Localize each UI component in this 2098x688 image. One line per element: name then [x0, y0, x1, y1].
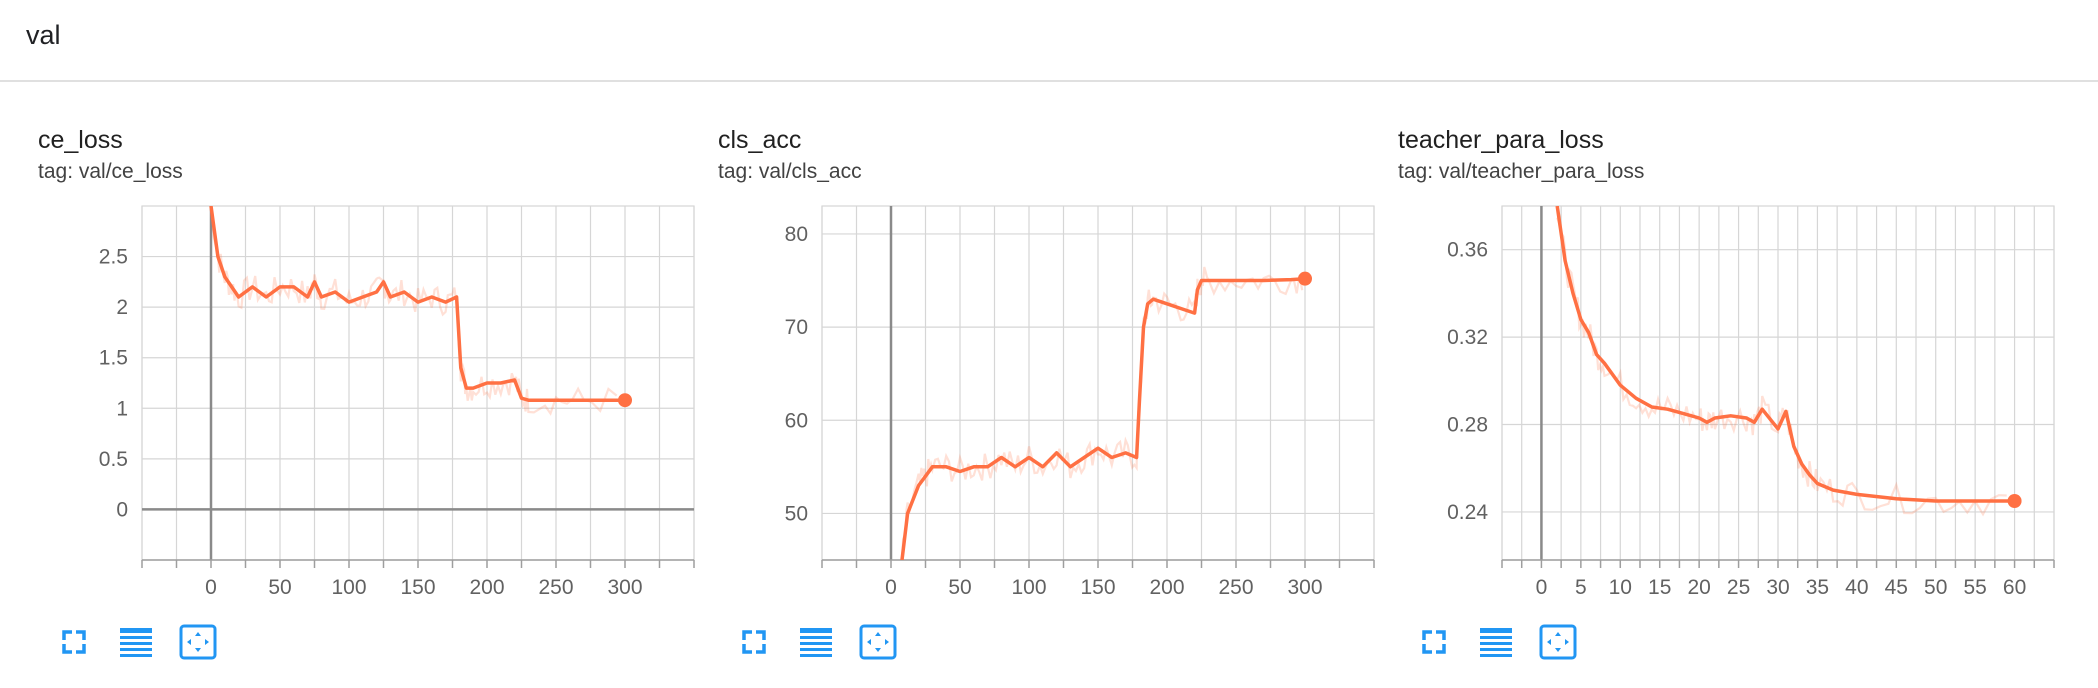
y-tick-label: 1 [116, 397, 128, 420]
series-end-point [1298, 271, 1312, 286]
fit-domain-button[interactable] [1536, 620, 1580, 664]
x-tick-label: 250 [1218, 576, 1253, 599]
fit-domain-icon [856, 624, 900, 668]
y-tick-label: 50 [785, 502, 808, 525]
x-tick-label: 15 [1648, 576, 1671, 599]
fullscreen-button[interactable] [732, 620, 776, 664]
fit-domain-button[interactable] [856, 620, 900, 664]
x-tick-label: 150 [400, 576, 435, 599]
x-tick-label: 0 [205, 576, 217, 599]
y-tick-label: 2.5 [99, 246, 128, 269]
fullscreen-icon [732, 630, 776, 668]
x-tick-label: 25 [1727, 576, 1750, 599]
x-tick-label: 5 [1575, 576, 1587, 599]
card-tag: tag: val/teacher_para_loss [1398, 160, 1645, 183]
y-tick-label: 0.24 [1447, 501, 1488, 524]
x-tick-label: 50 [948, 576, 971, 599]
data-table-icon [1474, 628, 1518, 668]
chart-card-teacher-para-loss: teacher_para_loss tag: val/teacher_para_… [1398, 120, 2078, 680]
x-tick-label: 0 [1536, 576, 1548, 599]
card-title: cls_acc [718, 126, 802, 154]
card-tag: tag: val/cls_acc [718, 160, 862, 183]
y-tick-label: 0 [116, 498, 128, 521]
x-tick-label: 55 [1963, 576, 1986, 599]
x-tick-label: 60 [2003, 576, 2026, 599]
y-tick-label: 60 [785, 409, 808, 432]
card-title: ce_loss [38, 126, 123, 154]
y-tick-label: 0.32 [1447, 326, 1488, 349]
group-header[interactable]: val [0, 0, 2098, 82]
y-tick-label: 0.5 [99, 448, 128, 471]
fullscreen-icon [52, 630, 96, 668]
card-tag: tag: val/ce_loss [38, 160, 183, 183]
series-raw-line [209, 206, 618, 416]
data-table-icon [794, 628, 838, 668]
x-tick-label: 100 [331, 576, 366, 599]
line-chart-ce-loss[interactable]: 0 50 100 150 200 250 300 0 0.5 1 1.5 2 2.5 [38, 120, 718, 620]
x-tick-label: 40 [1845, 576, 1868, 599]
x-tick-label: 30 [1766, 576, 1789, 599]
x-tick-label: 0 [885, 576, 897, 599]
series-line [900, 276, 1306, 560]
line-chart-teacher-para-loss[interactable]: 0 5 10 15 20 25 30 35 40 45 50 55 60 0.24 0.28 0.32 0.36 [1398, 120, 2078, 620]
fullscreen-button[interactable] [1412, 620, 1456, 664]
y-tick-label: 2 [116, 296, 128, 319]
series-line [209, 206, 625, 402]
x-tick-label: 45 [1885, 576, 1908, 599]
y-tick-label: 0.28 [1447, 414, 1488, 437]
x-tick-label: 200 [469, 576, 504, 599]
chart-card-cls-acc: cls_acc tag: val/cls_acc 0 50 100 150 200 250… [718, 120, 1398, 680]
group-title: val [26, 20, 61, 50]
fit-domain-icon [1536, 624, 1580, 668]
x-tick-label: 300 [1287, 576, 1322, 599]
series-end-point [2007, 494, 2022, 508]
series-raw-line [1556, 217, 2007, 517]
x-tick-label: 250 [538, 576, 573, 599]
card-title: teacher_para_loss [1398, 126, 1604, 154]
series-raw-line [900, 266, 1304, 560]
fit-domain-icon [176, 624, 220, 668]
x-tick-label: 200 [1149, 576, 1184, 599]
data-table-button[interactable] [794, 620, 838, 664]
fullscreen-icon [1412, 630, 1456, 668]
x-tick-label: 50 [268, 576, 291, 599]
fit-domain-button[interactable] [176, 620, 220, 664]
data-table-icon [114, 628, 158, 668]
fullscreen-button[interactable] [52, 620, 96, 664]
y-tick-label: 80 [785, 223, 808, 246]
y-tick-label: 70 [785, 316, 808, 339]
x-tick-label: 50 [1924, 576, 1947, 599]
data-table-button[interactable] [1474, 620, 1518, 664]
y-tick-label: 0.36 [1447, 239, 1488, 262]
grid [821, 205, 1375, 561]
x-tick-label: 150 [1080, 576, 1115, 599]
grid [141, 205, 695, 561]
data-table-button[interactable] [114, 620, 158, 664]
x-tick-label: 20 [1687, 576, 1710, 599]
line-chart-cls-acc[interactable]: 0 50 100 150 200 250 300 50 60 70 80 [718, 120, 1398, 620]
y-tick-label: 1.5 [99, 347, 128, 370]
x-tick-label: 300 [607, 576, 642, 599]
series-end-point [618, 393, 632, 408]
series-line [1555, 206, 2015, 503]
x-tick-label: 10 [1609, 576, 1632, 599]
x-tick-label: 100 [1011, 576, 1046, 599]
x-tick-label: 35 [1806, 576, 1829, 599]
chart-card-ce-loss: ce_loss tag: val/ce_loss 0 50 100 150 200 250… [38, 120, 718, 680]
